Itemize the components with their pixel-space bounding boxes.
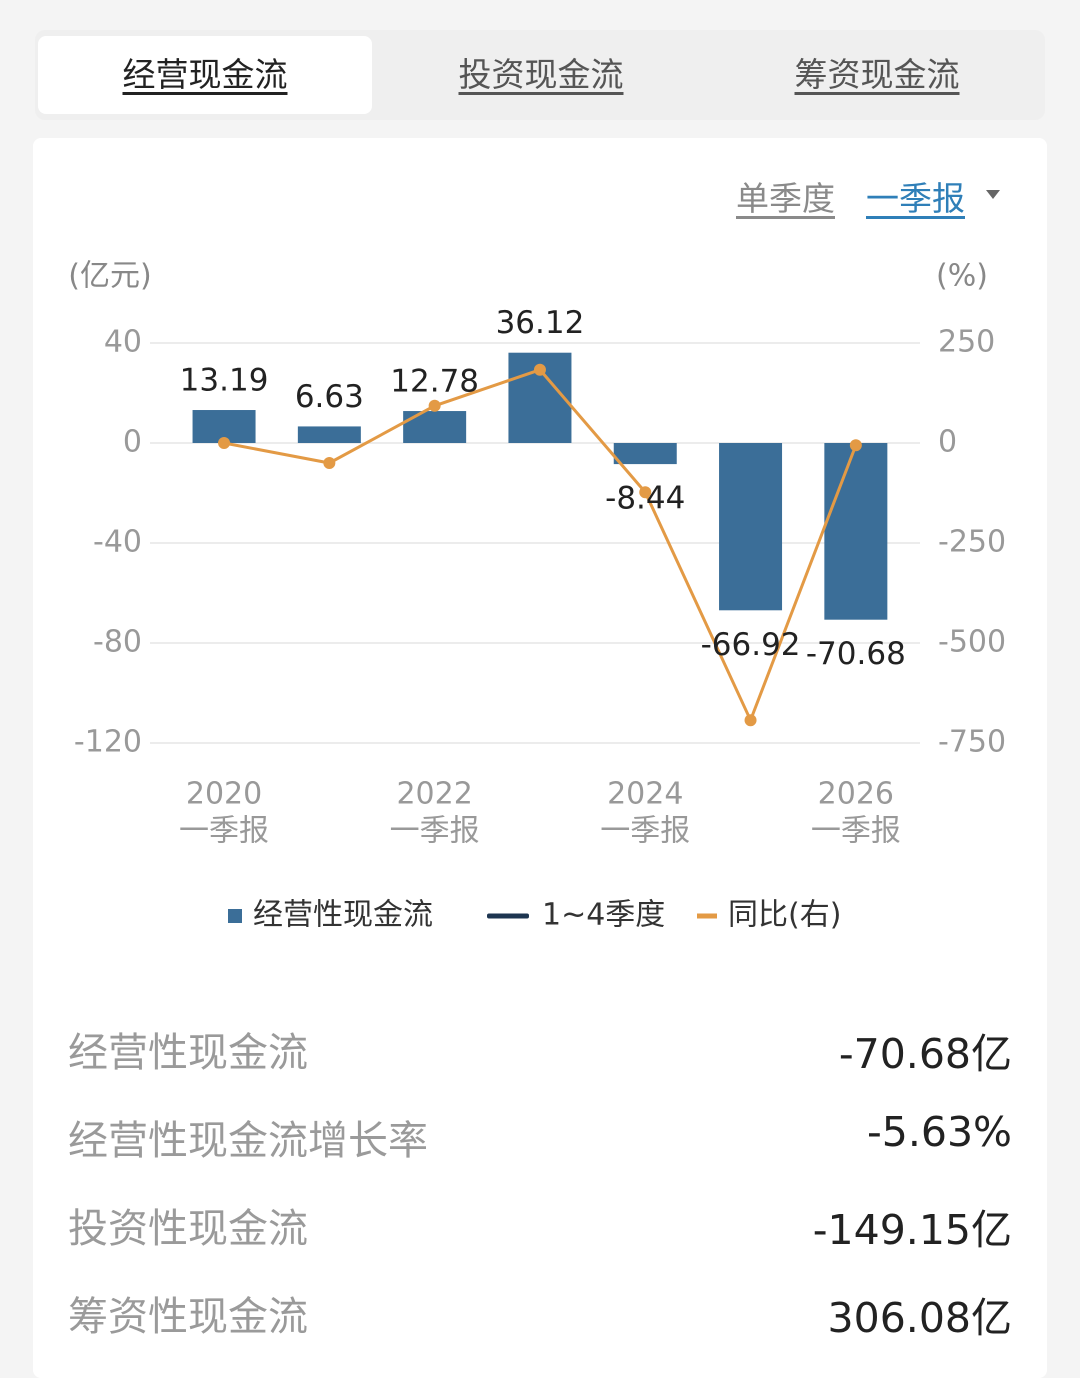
data-label: -8.44 [605,481,685,517]
data-label: -70.68 [806,636,906,672]
x-tick-sublabel: 一季报 [600,814,690,849]
data-label: 13.19 [180,363,269,399]
x-tick-sublabel: 一季报 [390,814,480,849]
tab[interactable]: 投资现金流 [458,55,624,94]
y-tick-label: 40 [104,325,142,360]
line-point [849,439,862,452]
tab[interactable]: 经营现金流 [38,36,372,114]
y-axis-label: (亿元) [68,259,151,294]
legend-label: 1~4季度 [542,898,665,933]
y-tick-label: -40 [93,525,142,560]
y-tick-label: -80 [93,625,142,660]
summary-row: 筹资性现金流 306.08亿 [68,1284,1012,1344]
line-point [639,486,652,499]
line-point [533,363,546,376]
y2-axis-label: (%) [936,259,988,294]
summary-label: 投资性现金流 [68,1206,308,1252]
bar [613,443,677,465]
x-tick-label: 2020 [186,777,262,812]
y2-tick-label: -500 [938,625,1006,660]
chart: (亿元) (%) 40 0 -40 -80 -120 250 0 -250 -500 -750 20… [68,190,1006,933]
bar [719,443,783,611]
line-point [428,399,441,412]
summary-label: 经营性现金流增长率 [68,1118,428,1164]
x-tick-label: 2022 [396,777,472,812]
line-point [218,437,231,449]
legend-swatch [228,909,242,923]
data-label: 36.12 [496,305,585,341]
y-tick-label: -120 [74,725,142,760]
bar [297,426,361,443]
summary-row: 经营性现金流增长率 -5.63% [68,1108,1012,1168]
line-point [323,457,336,469]
x-tick-label: 2024 [607,777,683,812]
legend-label: 经营性现金流 [253,898,433,933]
legend-swatch [697,913,717,919]
legend-label: 同比(右) [728,898,841,933]
summary-value: 306.08亿 [827,1294,1012,1342]
y-tick-label: 0 [123,425,142,460]
summary-value: -149.15亿 [812,1206,1012,1254]
summary-value: -70.68亿 [838,1030,1012,1078]
tab[interactable]: 筹资现金流 [794,55,960,94]
bar [403,411,467,443]
bar [824,443,888,620]
y2-tick-label: 250 [938,325,995,360]
y2-tick-label: -750 [938,725,1006,760]
legend-swatch [487,913,529,919]
summary-row: 经营性现金流 -70.68亿 [68,1020,1012,1080]
x-tick-sublabel: 一季报 [811,814,901,849]
mode-selector[interactable]: 单季度 [736,179,835,218]
summary-value: -5.63% [866,1108,1012,1156]
dropdown-arrow [986,190,1000,199]
y2-tick-label: -250 [938,525,1006,560]
data-label: 12.78 [390,364,479,400]
summary-label: 经营性现金流 [68,1030,308,1076]
data-label: 6.63 [295,379,364,415]
x-tick-sublabel: 一季报 [179,814,269,849]
x-tick-label: 2026 [818,777,894,812]
summary-row: 投资性现金流 -149.15亿 [68,1196,1012,1256]
summary-label: 筹资性现金流 [68,1294,308,1340]
line-point [744,714,757,727]
y2-tick-label: 0 [938,425,957,460]
report-selector[interactable]: 一季报 [866,179,965,218]
data-label: -66.92 [701,627,801,663]
card [33,138,1047,1378]
